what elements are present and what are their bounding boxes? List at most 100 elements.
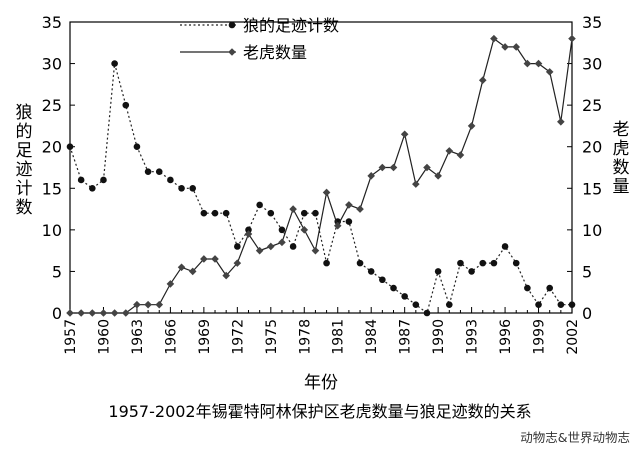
y-left-axis-label-char: 狼 [16, 103, 33, 123]
legend-wolf-label: 狼的足迹计数 [243, 16, 339, 35]
tiger-point [222, 271, 230, 280]
wolf-point [434, 268, 442, 275]
tiger-point [88, 309, 97, 317]
y-left-axis-label-char: 数 [16, 198, 33, 218]
y-left-axis-label-char: 迹 [16, 160, 33, 180]
wolf-point [122, 101, 130, 109]
wolf-point [367, 268, 375, 275]
chart-caption: 1957-2002年锡霍特阿林保护区老虎数量与狼足迹数的关系 [108, 402, 532, 421]
axes: 0 0 5 5 10 10 15 15 20 20 25 25 30 30 35 35 1957 1960 1963… [16, 13, 630, 393]
y-left-axis-label-char: 计 [16, 179, 33, 199]
wolf-point [267, 209, 275, 217]
wolf-point [468, 268, 475, 275]
wolf-point [512, 259, 520, 267]
wolf-point [167, 176, 174, 184]
wolf-point [524, 284, 531, 292]
tiger-point [110, 309, 119, 317]
wolf-point [546, 284, 553, 292]
y-left-tick-label: 20 [42, 138, 62, 157]
tiger-point [267, 242, 275, 251]
wolf-point [412, 301, 420, 308]
tiger-point [490, 34, 498, 43]
x-tick-label: 1963 [130, 319, 146, 355]
tiger-point [155, 300, 164, 309]
tiger-point [356, 205, 364, 213]
tiger-point [412, 180, 420, 188]
wolf-point [557, 301, 565, 308]
tiger-point [345, 201, 353, 209]
tiger-point [378, 163, 387, 172]
tiger-point [400, 130, 409, 139]
tiger-point [228, 48, 236, 56]
wolf-point [211, 209, 219, 217]
y-left-tick-label: 10 [42, 221, 62, 240]
plot-frame [69, 21, 573, 314]
tiger-point [512, 43, 521, 51]
tiger-point [367, 172, 375, 180]
wolf-point [312, 209, 319, 217]
y-right-tick-label: 35 [582, 13, 602, 32]
tiger-point [233, 259, 242, 267]
x-tick-label: 1981 [331, 319, 347, 355]
x-tick-label: 1978 [297, 319, 313, 355]
tiger-point [523, 59, 532, 68]
wolf-point [66, 143, 74, 151]
wolf-point [111, 60, 118, 67]
y-right-tick-label: 15 [582, 179, 602, 198]
x-tick-label: 1966 [163, 319, 179, 355]
tiger-point [423, 163, 431, 172]
y-left-axis-label-char: 的 [16, 122, 33, 142]
wolf-point [323, 259, 330, 267]
x-tick-label: 1972 [230, 319, 246, 355]
y-left-tick-label: 0 [52, 304, 62, 323]
wolf-point [457, 259, 464, 267]
wolf-point [133, 143, 141, 151]
wolf-point [234, 243, 241, 250]
tiger-point [311, 246, 320, 255]
tiger-point [255, 246, 264, 255]
y-right-tick-label: 0 [582, 304, 592, 323]
tiger-point [467, 122, 476, 130]
x-tick-label: 1975 [264, 319, 280, 355]
y-left-axis-label-char: 足 [16, 141, 33, 161]
wolf-point [356, 259, 364, 267]
y-right-axis-label-char: 虎 [613, 139, 630, 159]
x-tick-label: 1957 [63, 319, 79, 355]
wolf-point [289, 243, 297, 250]
wolf-point [423, 309, 431, 317]
tiger-point [166, 280, 175, 288]
wolf-point [77, 176, 85, 184]
y-left-tick-label: 35 [42, 13, 62, 32]
wolf-point [401, 293, 408, 300]
tiger-point [434, 172, 442, 180]
x-tick-label: 1969 [197, 319, 213, 355]
x-tick-label: 1996 [498, 319, 514, 355]
tiger-point [177, 263, 186, 272]
x-tick-label: 1999 [532, 319, 548, 355]
tiger-point [389, 163, 398, 172]
x-tick-label: 1984 [364, 319, 380, 355]
tiger-point [121, 309, 130, 317]
legend-tiger-label: 老虎数量 [243, 43, 307, 62]
tiger-series [66, 34, 576, 317]
tiger-point [456, 151, 465, 159]
tiger-point [545, 68, 554, 76]
wolf-point [228, 21, 236, 29]
y-left-axis-label: 狼的足迹计数 [16, 103, 33, 218]
tiger-point [333, 221, 342, 230]
tiger-point [77, 309, 85, 317]
wolf-point [345, 218, 353, 225]
x-axis-label: 年份 [304, 373, 338, 393]
tiger-point [534, 59, 543, 68]
tiger-point [322, 188, 331, 197]
x-tick-label: 1987 [398, 319, 414, 355]
tiger-point [200, 255, 208, 263]
y-right-axis-label-char: 老 [613, 120, 630, 140]
wolf-point [568, 301, 576, 308]
x-tick-label: 1993 [465, 319, 481, 355]
tiger-point [244, 230, 253, 238]
y-right-axis-label: 老虎数量 [613, 120, 630, 197]
wolf-point [490, 259, 498, 267]
wolf-point [155, 168, 163, 175]
